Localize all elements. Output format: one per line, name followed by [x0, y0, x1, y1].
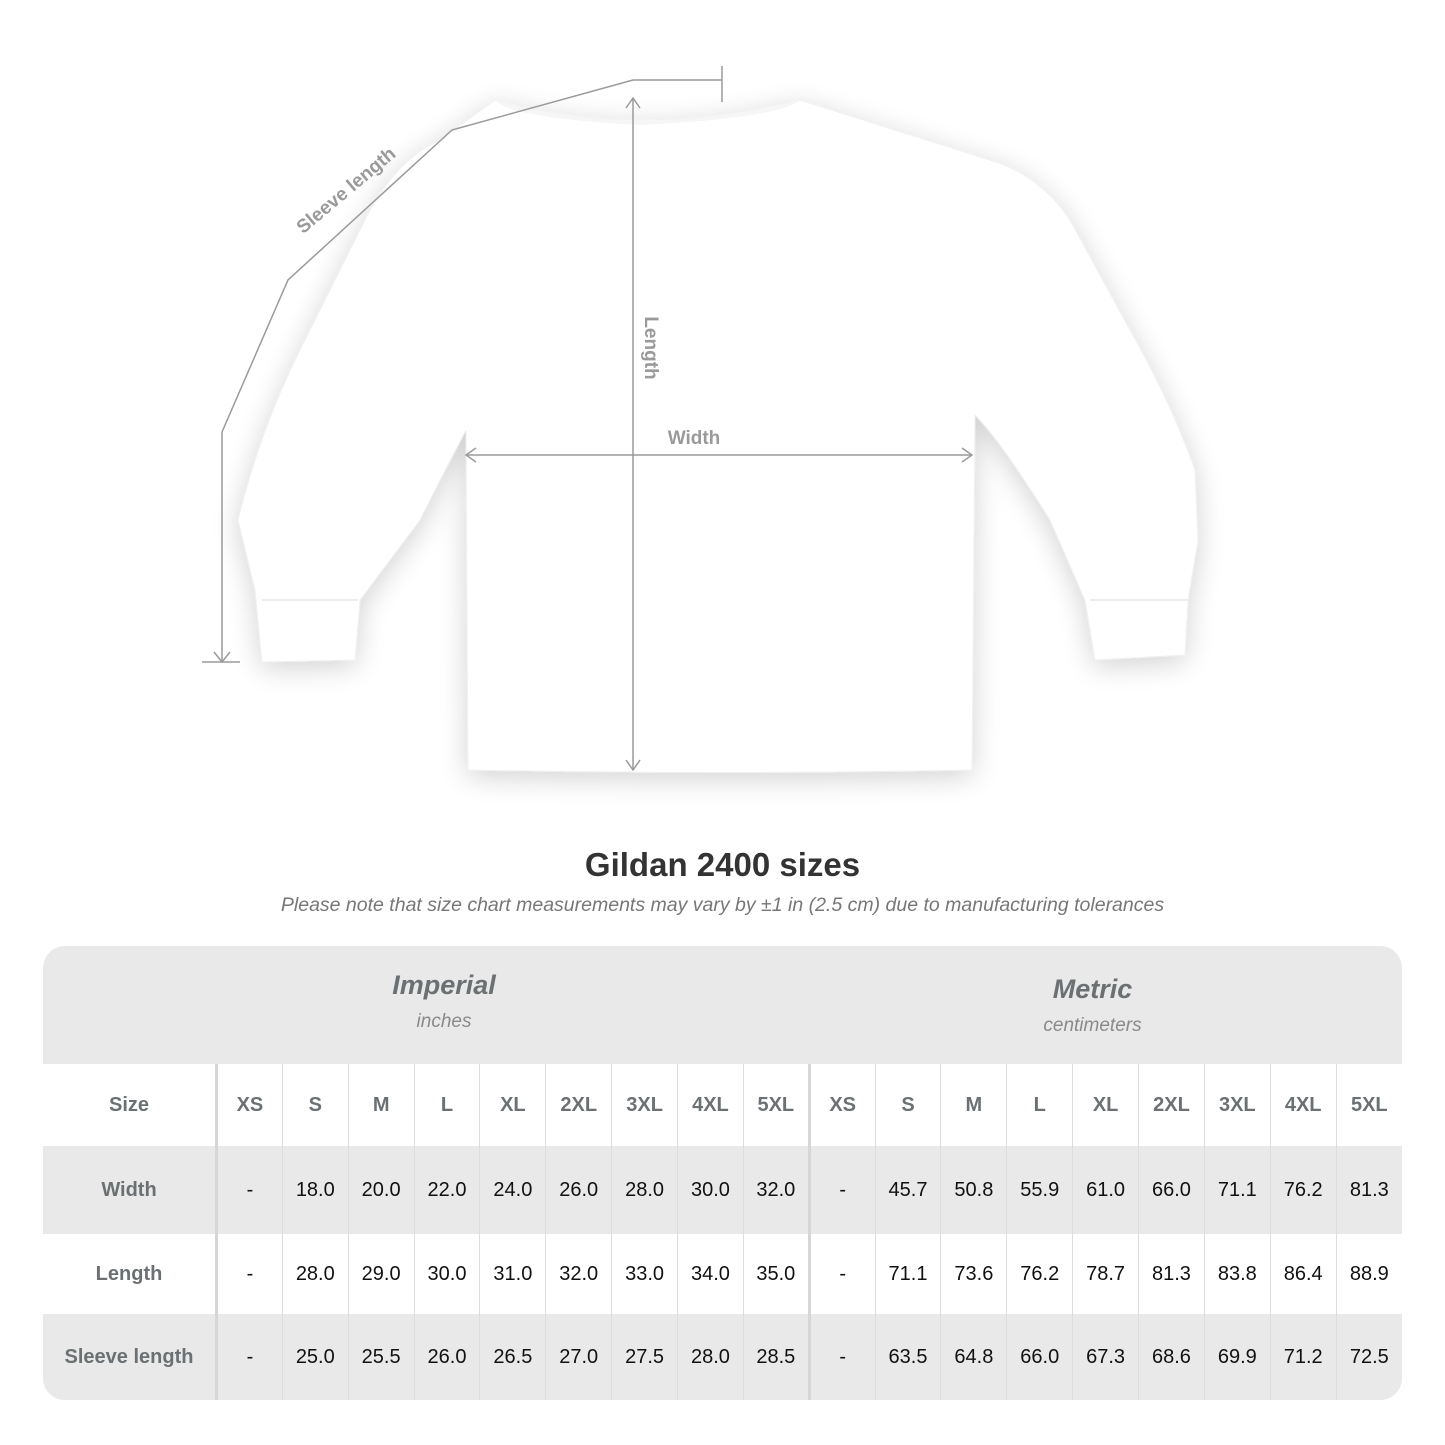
imperial-size-header: S [281, 1064, 349, 1146]
metric-size-header: 2XL [1138, 1064, 1205, 1146]
metric-cell: 69.9 [1203, 1314, 1271, 1400]
metric-cell: 50.8 [940, 1146, 1007, 1234]
imperial-cell: 28.0 [677, 1314, 744, 1400]
metric-cell: 86.4 [1269, 1234, 1337, 1314]
metric-cell: 45.7 [874, 1146, 941, 1234]
metric-cell: 88.9 [1335, 1234, 1402, 1314]
imperial-cell: 20.0 [347, 1146, 415, 1234]
metric-cell: 67.3 [1072, 1314, 1139, 1400]
sleeve-length-line [221, 79, 722, 662]
imperial-size-header: XL [479, 1064, 546, 1146]
metric-cell: - [807, 1146, 876, 1234]
metric-unit: centimeters [1043, 1015, 1142, 1036]
metric-cell: 72.5 [1335, 1314, 1402, 1400]
imperial-cell: 26.5 [479, 1314, 546, 1400]
metric-cell: 78.7 [1072, 1234, 1139, 1314]
imperial-cell: - [216, 1314, 283, 1400]
imperial-cell: 25.5 [347, 1314, 415, 1400]
imperial-cell: 35.0 [742, 1234, 810, 1314]
imperial-size-header: M [347, 1064, 415, 1146]
metric-cell: 68.6 [1138, 1314, 1205, 1400]
imperial-cell: 29.0 [347, 1234, 415, 1314]
metric-size-header: 3XL [1203, 1064, 1271, 1146]
size-header-row: Size XS S M L XL 2XL 3XL 4XL 5XL XS S M L XL 2XL 3XL 4XL 5… [43, 1064, 1402, 1146]
row-label: Sleeve length [43, 1314, 218, 1400]
metric-cell: 55.9 [1006, 1146, 1073, 1234]
table-row: Sleeve length -25.0 25.5 26.0 26.5 27.0 27.5 28… [43, 1314, 1402, 1400]
metric-cell: 71.2 [1269, 1314, 1337, 1400]
length-label: Length [640, 316, 661, 379]
metric-cell: 81.3 [1335, 1146, 1402, 1234]
shirt-diagram: Sleeve length Length Width [202, 66, 1199, 773]
imperial-cell: 22.0 [413, 1146, 480, 1234]
imperial-header: Imperial inches [215, 970, 673, 1088]
page-title: Gildan 2400 sizes [584, 846, 861, 883]
row-label: Length [43, 1234, 218, 1314]
metric-size-header: XL [1072, 1064, 1139, 1146]
imperial-cell: 32.0 [742, 1146, 810, 1234]
metric-cell: - [807, 1234, 876, 1314]
imperial-cell: - [216, 1234, 283, 1314]
metric-cell: 66.0 [1006, 1314, 1073, 1400]
metric-size-header: XS [807, 1064, 876, 1146]
table-row: Length -28.0 29.0 30.0 31.0 32.0 33.0 34.0 35.0-… [43, 1234, 1402, 1314]
metric-header: Metric centimeters [809, 974, 1376, 1092]
imperial-size-header: L [413, 1064, 480, 1146]
imperial-size-header: 2XL [545, 1064, 612, 1146]
imperial-cell: 18.0 [281, 1146, 349, 1234]
metric-cell: 63.5 [874, 1314, 941, 1400]
metric-size-header: 4XL [1269, 1064, 1337, 1146]
imperial-cell: 28.0 [611, 1146, 678, 1234]
imperial-cell: 28.0 [281, 1234, 349, 1314]
imperial-cell: 24.0 [479, 1146, 546, 1234]
imperial-cell: 26.0 [413, 1314, 480, 1400]
imperial-cell: 27.0 [545, 1314, 612, 1400]
imperial-size-header: 5XL [742, 1064, 810, 1146]
imperial-title: Imperial [392, 970, 496, 1000]
long-sleeve-shirt [237, 99, 1199, 773]
imperial-cell: 25.0 [281, 1314, 349, 1400]
metric-cell: 81.3 [1138, 1234, 1205, 1314]
imperial-cell: 33.0 [611, 1234, 678, 1314]
imperial-cell: 30.0 [677, 1146, 744, 1234]
imperial-size-header: 4XL [677, 1064, 744, 1146]
imperial-cell: 26.0 [545, 1146, 612, 1234]
metric-cell: 71.1 [874, 1234, 941, 1314]
metric-size-header: S [874, 1064, 941, 1146]
metric-cell: 71.1 [1203, 1146, 1271, 1234]
metric-cell: 64.8 [940, 1314, 1007, 1400]
imperial-cell: 34.0 [677, 1234, 744, 1314]
measurement-lines [202, 66, 974, 772]
size-column-header: Size [43, 1064, 218, 1146]
imperial-cell: 30.0 [413, 1234, 480, 1314]
metric-size-header: M [940, 1064, 1007, 1146]
imperial-cell: - [216, 1146, 283, 1234]
table-row: Width -18.0 20.0 22.0 24.0 26.0 28.0 30.0 32.0-4… [43, 1146, 1402, 1234]
width-label: Width [668, 428, 721, 449]
row-label: Width [43, 1146, 218, 1234]
metric-size-header: 5XL [1335, 1064, 1402, 1146]
imperial-unit: inches [416, 1011, 472, 1032]
size-table: Size XS S M L XL 2XL 3XL 4XL 5XL XS S M L XL 2XL 3XL 4XL 5… [43, 1064, 1402, 1400]
metric-cell: 61.0 [1072, 1146, 1139, 1234]
metric-size-header: L [1006, 1064, 1073, 1146]
imperial-cell: 31.0 [479, 1234, 546, 1314]
imperial-size-header: XS [216, 1064, 283, 1146]
tolerance-note: Please note that size chart measurements… [280, 894, 1165, 916]
imperial-size-header: 3XL [611, 1064, 678, 1146]
metric-cell: 73.6 [940, 1234, 1007, 1314]
metric-title: Metric [1052, 974, 1133, 1004]
metric-cell: 76.2 [1006, 1234, 1073, 1314]
imperial-cell: 28.5 [742, 1314, 810, 1400]
metric-cell: 66.0 [1138, 1146, 1205, 1234]
metric-cell: 83.8 [1203, 1234, 1271, 1314]
imperial-cell: 32.0 [545, 1234, 612, 1314]
imperial-cell: 27.5 [611, 1314, 678, 1400]
size-table-panel: Imperial inches Metric centimeters Size X… [43, 946, 1402, 1400]
metric-cell: - [807, 1314, 876, 1400]
metric-cell: 76.2 [1269, 1146, 1337, 1234]
